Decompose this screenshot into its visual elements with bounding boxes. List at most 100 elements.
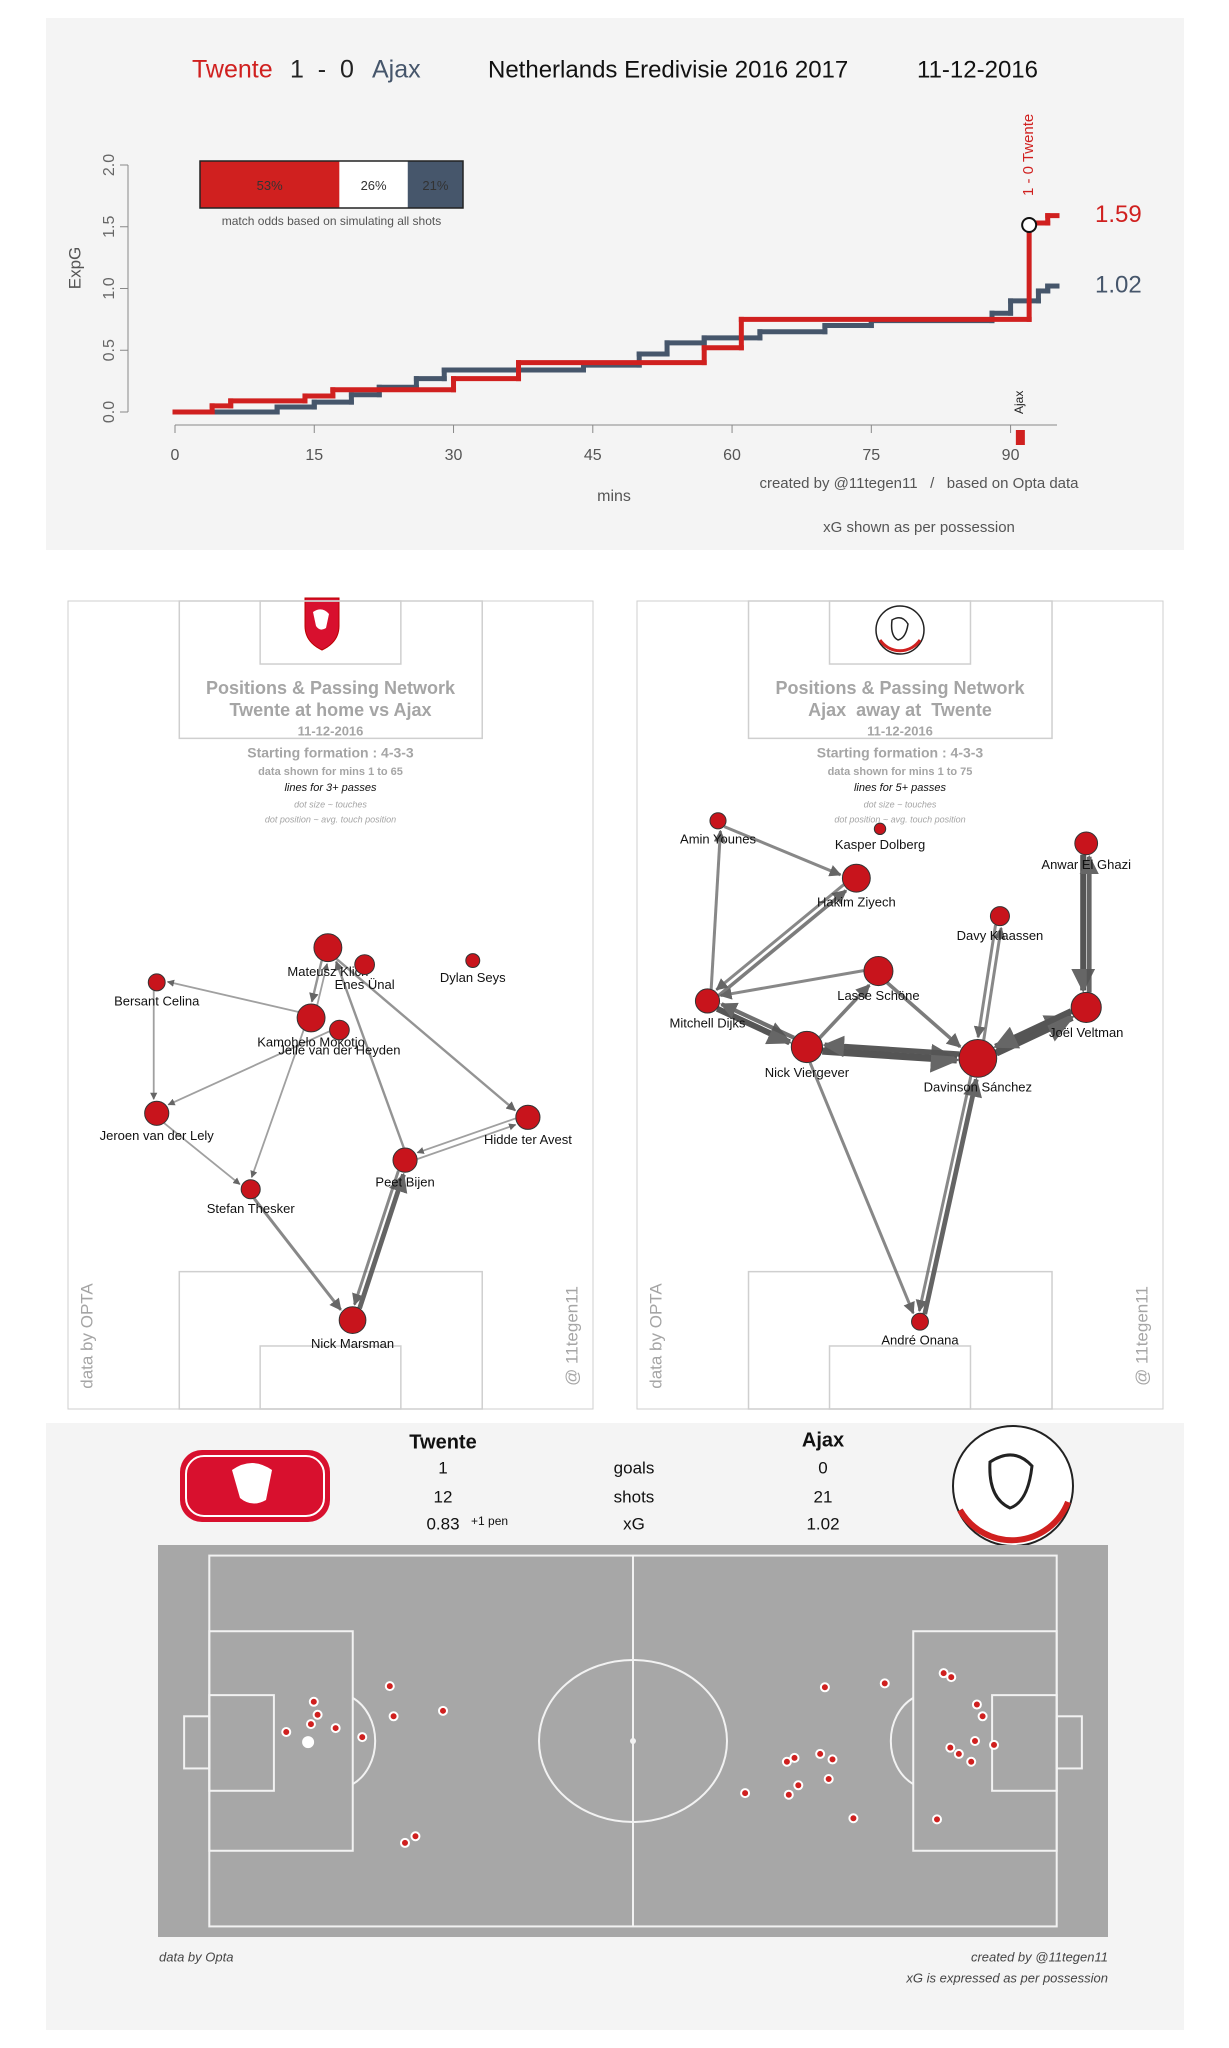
- shot: [312, 1709, 323, 1720]
- home-stat: 12: [434, 1487, 453, 1506]
- y-tick-label: 0.0: [101, 401, 118, 423]
- shot: [438, 1705, 448, 1716]
- pass-line: [719, 969, 864, 1000]
- odds-caption: match odds based on simulating all shots: [222, 214, 441, 228]
- final-xg-label: 1.02: [1095, 271, 1142, 298]
- player-dot: [790, 1030, 823, 1064]
- shot: [410, 1831, 421, 1842]
- away-team-name: Ajax: [802, 1429, 844, 1451]
- pass-line: [335, 958, 517, 1112]
- x-tick-label: 45: [584, 447, 602, 464]
- player-dot: [240, 1179, 261, 1200]
- pass-line: [886, 981, 962, 1049]
- shot: [302, 1736, 315, 1749]
- home-stat: 1: [438, 1458, 447, 1477]
- note: xG shown as per possession: [823, 519, 1015, 536]
- x-tick-label: 30: [445, 447, 463, 464]
- player-name: Nick Marsman: [311, 1336, 394, 1351]
- player-dot: [465, 953, 481, 969]
- pass-line: [717, 889, 848, 997]
- score: 1 - 0: [290, 56, 354, 84]
- player-name: Anwar El Ghazi: [1041, 857, 1131, 872]
- shot-note: xG is expressed as per possession: [905, 1970, 1108, 1985]
- player-name: Davinson Sánchez: [924, 1080, 1032, 1095]
- pass-line: [166, 979, 299, 1013]
- network-subtitle: Twente at home vs Ajax: [229, 700, 431, 720]
- player-name: Mateusz Klich: [287, 964, 368, 979]
- ajax-logo: [952, 1425, 1074, 1547]
- pass-line: [250, 1029, 305, 1179]
- goal-ball: [1021, 217, 1038, 233]
- network-lines-note: lines for 5+ passes: [854, 782, 947, 794]
- pass-line: [723, 825, 842, 877]
- shot: [815, 1748, 826, 1759]
- shot: [989, 1739, 999, 1750]
- y-axis-label: ExpG: [65, 247, 84, 290]
- twente-logo-small: [304, 597, 340, 651]
- shot: [781, 1756, 792, 1767]
- network-position-note: dot position ~ avg. touch position: [834, 814, 965, 824]
- odds-segment: [200, 161, 340, 208]
- shot: [946, 1672, 957, 1683]
- player-dot: [392, 1147, 418, 1173]
- player-name: Jeroen van der Lely: [100, 1128, 215, 1143]
- x-tick-label: 75: [862, 447, 880, 464]
- network-date: 11-12-2016: [298, 723, 364, 738]
- shot: [945, 1742, 956, 1753]
- player-dot: [863, 956, 894, 987]
- network-size-note: dot size ~ touches: [294, 799, 367, 809]
- pitch-line: [352, 1697, 377, 1785]
- player-name: Stefan Thesker: [207, 1201, 296, 1216]
- away-stat: 21: [814, 1487, 833, 1506]
- y-tick-label: 2.0: [101, 154, 118, 176]
- pass-line: [416, 1117, 516, 1154]
- pass-line: [719, 1002, 795, 1040]
- pass-line: [352, 1170, 400, 1306]
- shot: [793, 1780, 804, 1791]
- away-stat: 1.02: [806, 1514, 839, 1533]
- network-date: 11-12-2016: [867, 723, 933, 738]
- pitch-line: [889, 1697, 914, 1785]
- ajax-logo-small: [875, 605, 925, 655]
- annotation: 1 - 0 Twente: [1020, 114, 1037, 196]
- red-card: [1015, 430, 1025, 445]
- network-formation: Starting formation : 4-3-3: [817, 745, 984, 761]
- stat-label: xG: [623, 1514, 645, 1533]
- pitch-box: [259, 1345, 402, 1410]
- player-name: Peet Bijen: [375, 1175, 434, 1190]
- pass-line: [922, 1077, 982, 1315]
- x-tick-label: 15: [305, 447, 323, 464]
- player-name: Hakim Ziyech: [817, 895, 896, 910]
- x-tick-label: 0: [171, 447, 180, 464]
- shot: [357, 1732, 368, 1743]
- shot: [966, 1756, 977, 1767]
- player-dot: [873, 822, 887, 836]
- shot: [823, 1774, 834, 1785]
- odds-label: 53%: [257, 178, 283, 193]
- pass-line: [357, 1172, 408, 1310]
- network-author: @ 11tegen11: [562, 1286, 581, 1386]
- shot: [740, 1788, 751, 1799]
- player-dot: [354, 954, 375, 975]
- shot: [330, 1723, 341, 1734]
- shot-source: data by Opta: [159, 1949, 233, 1964]
- player-dot: [841, 863, 871, 893]
- x-axis-label: mins: [597, 488, 631, 505]
- pass-line: [709, 829, 726, 990]
- player-name: Mitchell Dijks: [670, 1015, 746, 1030]
- pitch-line: [538, 1659, 728, 1823]
- pass-line: [167, 1030, 330, 1106]
- odds-segment: [407, 161, 463, 208]
- home-team-name: Twente: [409, 1431, 476, 1453]
- player-dot: [296, 1003, 326, 1033]
- pass-line: [309, 960, 323, 1003]
- player-name: Dylan Seys: [440, 970, 506, 985]
- credits: created by @11tegen11 / based on Opta da…: [759, 475, 1079, 492]
- player-name: Lasse Schöne: [837, 988, 919, 1003]
- away-team: Ajax: [372, 56, 421, 84]
- network-source: data by OPTA: [646, 1283, 665, 1389]
- network-data-note: data shown for mins 1 to 75: [828, 766, 973, 778]
- network-lines-note: lines for 3+ passes: [284, 782, 377, 794]
- pass-line: [818, 983, 871, 1039]
